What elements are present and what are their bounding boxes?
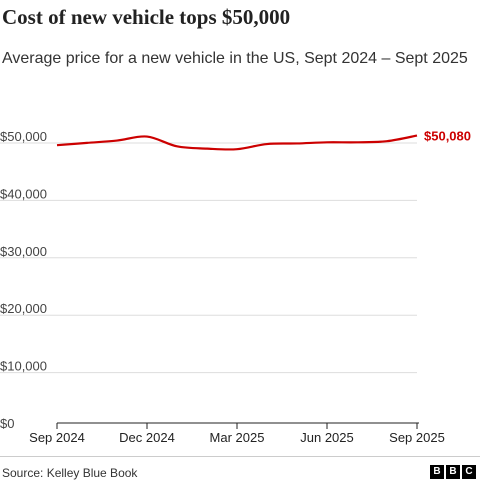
gridlines xyxy=(0,142,417,374)
bbc-logo: B B C xyxy=(430,465,476,479)
x-tick-label: Dec 2024 xyxy=(119,430,175,445)
series-line xyxy=(56,134,418,151)
x-axis-ticks: Sep 2024 Dec 2024 Mar 2025 Jun 2025 Sep 2025 xyxy=(29,423,445,445)
logo-letter: C xyxy=(462,465,476,479)
x-tick-label: Sep 2025 xyxy=(389,430,445,445)
chart-title: Cost of new vehicle tops $50,000 xyxy=(2,5,291,29)
y-tick-label: $40,000 xyxy=(0,186,47,201)
end-value-label: $50,080 xyxy=(424,129,471,144)
y-tick-label: $20,000 xyxy=(0,301,47,316)
y-axis-ticks: $0 $10,000 $20,000 $30,000 $40,000 $50,000 xyxy=(0,129,47,431)
logo-letter: B xyxy=(430,465,444,479)
series-layer xyxy=(56,134,418,151)
line-chart: $0 $10,000 $20,000 $30,000 $40,000 $50,000 Se… xyxy=(0,129,471,445)
source-note: Source: Kelley Blue Book xyxy=(2,466,138,480)
x-tick-label: Jun 2025 xyxy=(300,430,354,445)
y-tick-label: $30,000 xyxy=(0,244,47,259)
annotations: $50,080 xyxy=(424,129,471,144)
logo-letter: B xyxy=(446,465,460,479)
x-tick-label: Mar 2025 xyxy=(210,430,265,445)
chart-subtitle: Average price for a new vehicle in the U… xyxy=(2,50,468,67)
y-tick-label: $0 xyxy=(0,416,14,431)
footer-divider xyxy=(0,456,480,457)
x-tick-label: Sep 2024 xyxy=(29,430,85,445)
y-tick-label: $10,000 xyxy=(0,359,47,374)
y-tick-label: $50,000 xyxy=(0,129,47,144)
